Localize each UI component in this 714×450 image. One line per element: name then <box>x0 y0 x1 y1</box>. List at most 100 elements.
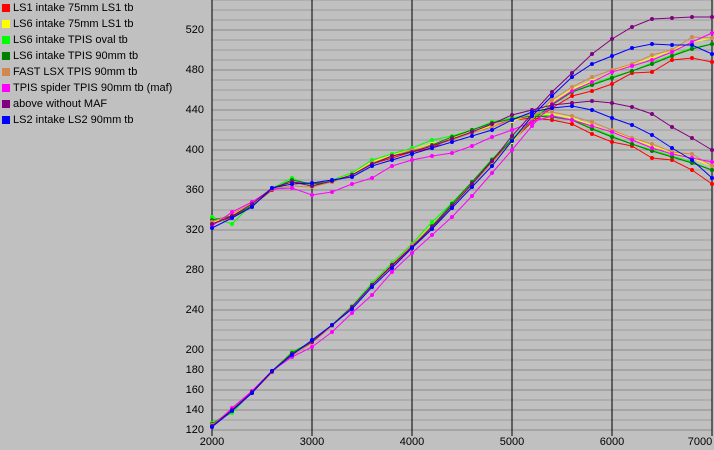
point <box>690 35 694 39</box>
point <box>490 159 494 163</box>
point <box>710 42 714 46</box>
point <box>250 205 254 209</box>
point <box>710 31 714 35</box>
point <box>690 15 694 19</box>
point <box>630 105 634 109</box>
point <box>450 140 454 144</box>
point <box>370 164 374 168</box>
point <box>530 124 534 128</box>
point <box>430 154 434 158</box>
point <box>690 136 694 140</box>
point <box>470 182 474 186</box>
legend-label: FAST LSX TPIS 90mm tb <box>13 66 137 78</box>
point <box>310 345 314 349</box>
point <box>630 25 634 29</box>
curve <box>211 32 713 428</box>
point <box>210 215 214 219</box>
point <box>570 89 574 93</box>
point <box>590 108 594 112</box>
point <box>630 142 634 146</box>
point <box>510 134 514 138</box>
point <box>670 16 674 20</box>
point <box>450 215 454 219</box>
legend-swatch <box>2 20 10 28</box>
point <box>690 161 694 165</box>
point <box>650 149 654 153</box>
point <box>590 89 594 93</box>
point <box>610 82 614 86</box>
x-tick-label: 3000 <box>300 436 324 448</box>
point <box>650 58 654 62</box>
point <box>710 164 714 168</box>
point <box>210 226 214 230</box>
point <box>710 168 714 172</box>
x-tick-label: 2000 <box>200 436 224 448</box>
point <box>530 110 534 114</box>
point <box>470 144 474 148</box>
curve <box>211 43 713 424</box>
legend-swatch <box>2 100 10 108</box>
point <box>370 176 374 180</box>
y-tick-label: 160 <box>186 384 204 396</box>
point <box>490 171 494 175</box>
legend-swatch <box>2 84 10 92</box>
legend-label: LS1 intake 75mm LS1 tb <box>13 2 133 14</box>
legend-label: above without MAF <box>13 98 107 110</box>
curve <box>211 100 713 225</box>
point <box>370 158 374 162</box>
point <box>590 52 594 56</box>
x-tick-label: 6000 <box>600 436 624 448</box>
point <box>690 158 694 162</box>
point <box>550 94 554 98</box>
point <box>570 114 574 118</box>
point <box>330 330 334 334</box>
point <box>590 99 594 103</box>
point <box>630 64 634 68</box>
point <box>350 175 354 179</box>
legend-swatch <box>2 36 10 44</box>
point <box>690 56 694 60</box>
point <box>550 106 554 110</box>
curve <box>211 43 713 425</box>
x-tick-label: 5000 <box>500 436 524 448</box>
curve <box>211 16 712 427</box>
point <box>470 185 474 189</box>
point <box>370 293 374 297</box>
point <box>230 222 234 226</box>
point <box>550 114 554 118</box>
point <box>550 110 554 114</box>
point <box>530 114 534 118</box>
point <box>610 101 614 105</box>
point <box>630 123 634 127</box>
point <box>670 50 674 54</box>
point <box>670 125 674 129</box>
point <box>570 85 574 89</box>
curve <box>211 115 713 227</box>
point <box>590 80 594 84</box>
y-tick-label: 240 <box>186 304 204 316</box>
point <box>570 94 574 98</box>
point <box>570 101 574 105</box>
point <box>490 122 494 126</box>
point <box>410 246 414 250</box>
legend-label: TPIS spider TPIS 90mm tb (maf) <box>13 82 172 94</box>
legend-swatch <box>2 4 10 12</box>
point <box>510 139 514 143</box>
y-tick-label: 480 <box>186 64 204 76</box>
point <box>470 194 474 198</box>
point <box>510 118 514 122</box>
point <box>330 178 334 182</box>
point <box>550 103 554 107</box>
point <box>570 104 574 108</box>
point <box>510 128 514 132</box>
point <box>350 311 354 315</box>
point <box>270 369 274 373</box>
point <box>610 37 614 41</box>
point <box>430 233 434 237</box>
point <box>670 146 674 150</box>
point <box>390 154 394 158</box>
point <box>230 409 234 413</box>
point <box>550 118 554 122</box>
point <box>290 182 294 186</box>
point <box>430 227 434 231</box>
